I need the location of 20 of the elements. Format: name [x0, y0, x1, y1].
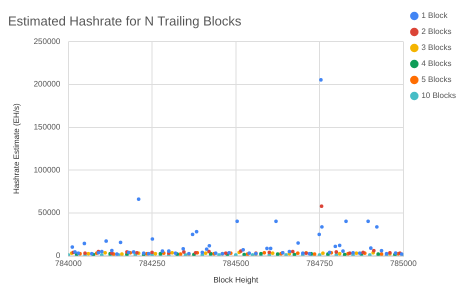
y-axis-title: Hashrate Estimate (EH/s): [12, 103, 22, 194]
y-tick-label: 50000: [38, 208, 61, 218]
y-tick-label: 200000: [34, 80, 61, 89]
legend-label: 10 Blocks: [421, 91, 456, 100]
x-axis-title: Block Height: [213, 275, 260, 284]
x-tick-label: 784000: [54, 258, 82, 268]
x-tick-label: 784500: [222, 258, 250, 268]
x-tick-label: 784750: [306, 258, 334, 268]
y-tick-label: 0: [56, 251, 61, 260]
legend-label: 1 Block: [421, 11, 449, 20]
legend-label: 2 Blocks: [421, 27, 452, 36]
chart-title: Estimated Hashrate for N Trailing Blocks: [8, 13, 242, 28]
y-tick-label: 150000: [34, 122, 61, 132]
y-tick-label: 250000: [34, 36, 61, 46]
y-tick-label: 100000: [34, 165, 61, 174]
legend-label: 4 Blocks: [421, 59, 452, 68]
legend-label: 5 Blocks: [421, 75, 452, 84]
x-tick-label: 785000: [390, 258, 418, 268]
x-tick-label: 784250: [138, 258, 166, 268]
legend-label: 3 Blocks: [421, 43, 452, 52]
